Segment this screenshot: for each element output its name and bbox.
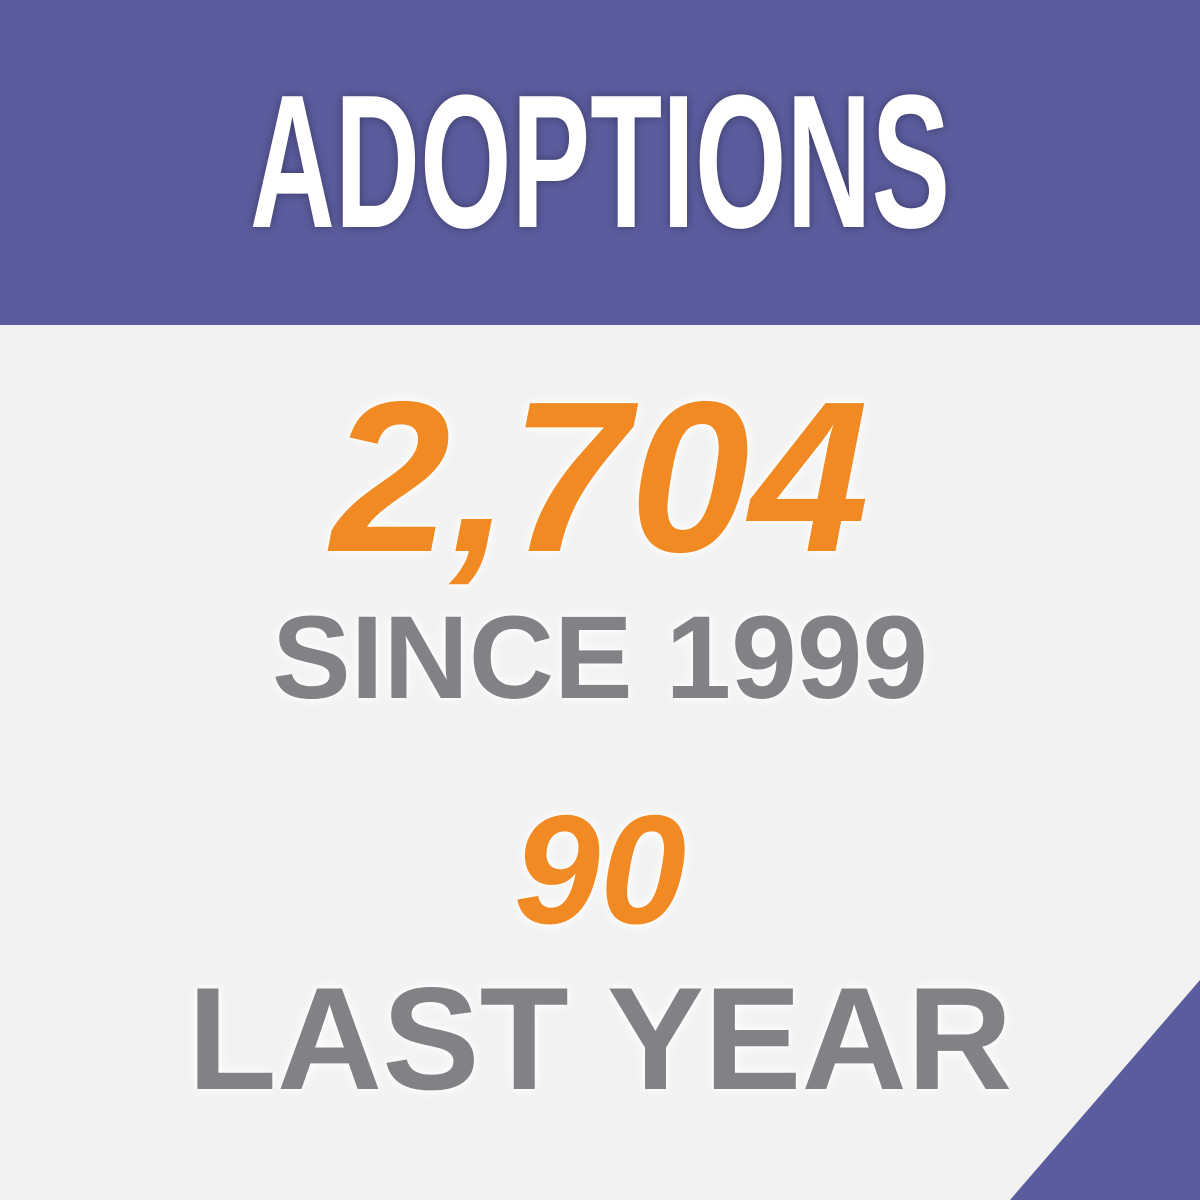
total-adoptions-label: SINCE 1999: [272, 592, 928, 724]
last-year-adoptions-value: 90: [513, 783, 687, 956]
header-banner: ADOPTIONS: [0, 0, 1200, 325]
last-year-adoptions-label: LAST YEAR: [187, 957, 1013, 1120]
corner-triangle-decoration: [1010, 980, 1200, 1200]
page-title: ADOPTIONS: [249, 56, 951, 268]
total-adoptions-value: 2,704: [330, 356, 870, 597]
